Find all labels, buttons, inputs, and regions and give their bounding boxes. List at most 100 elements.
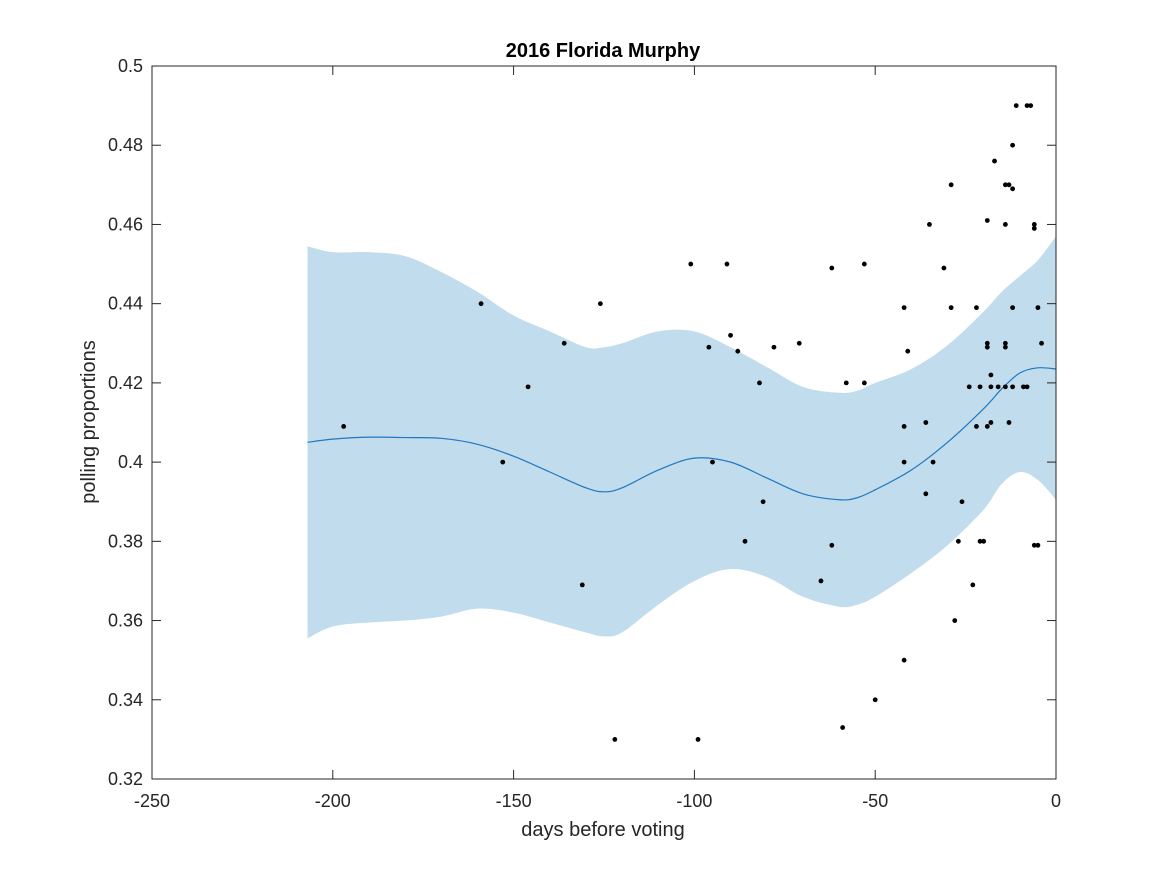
data-point [843,380,849,386]
data-point [341,424,347,429]
x-tick-label: 0 [1051,791,1061,811]
y-tick-label: 0.32 [108,769,143,789]
data-point [977,384,983,390]
data-point [1006,420,1012,425]
data-point [901,305,907,311]
data-point [1031,226,1037,231]
data-point [977,538,983,544]
y-tick-label: 0.4 [118,452,143,472]
data-point [901,657,907,663]
data-point [930,459,936,465]
data-point [984,344,990,350]
data-point [872,697,878,703]
data-points [341,103,1044,742]
data-point [970,582,976,588]
data-point [988,372,994,378]
data-point [1035,542,1041,548]
data-point [706,344,712,350]
data-point [1039,340,1044,346]
data-point [974,424,979,429]
data-point [710,459,715,465]
data-point [796,340,802,346]
data-point [923,491,929,497]
data-point [1035,305,1041,311]
data-point [952,618,958,623]
data-point [901,459,907,465]
data-point [984,340,990,346]
chart-title: 2016 Florida Murphy [506,40,701,62]
data-point [525,384,531,390]
data-point [905,348,911,354]
data-point [966,384,972,390]
data-point [829,265,835,271]
data-point [1002,182,1008,188]
x-tick-label: -100 [676,791,712,811]
y-tick-label: 0.48 [108,135,143,155]
y-axis-label: polling proportions [78,340,100,503]
data-point [984,218,990,223]
data-point [1013,103,1019,109]
y-tick-label: 0.44 [108,294,143,314]
x-tick-label: -250 [134,791,170,811]
data-point [561,340,567,346]
x-axis-label: days before voting [521,819,684,841]
plot-area [151,65,1057,780]
axes-box [151,65,1057,780]
data-point [901,424,907,429]
data-point [597,301,603,307]
data-point [742,538,748,544]
y-tick-label: 0.38 [108,531,143,551]
data-point [974,305,979,311]
y-tick-label: 0.42 [108,373,143,393]
data-point [735,348,741,354]
data-point [1010,186,1016,192]
data-point [688,261,694,267]
data-point [1028,103,1034,109]
data-point [1024,103,1030,109]
x-tick-label: -150 [496,791,532,811]
data-point [1024,384,1030,390]
data-point [995,384,1001,390]
y-tick-label: 0.5 [118,56,143,76]
data-point [829,542,835,548]
confidence-band [307,236,1056,639]
data-point [1021,384,1026,390]
data-point [1031,542,1037,548]
data-point [1031,222,1037,227]
data-point [1002,340,1008,346]
y-tick-label: 0.46 [108,214,143,234]
data-point [579,582,585,588]
data-point [861,261,867,267]
data-point [771,344,777,350]
data-point [948,182,954,188]
y-axis: 0.32 0.34 0.36 0.38 0.4 0.42 0.44 0.46 0.48 0.5 [108,56,1056,789]
data-point [1002,344,1008,350]
data-point [955,538,961,544]
data-point [941,265,947,271]
data-point [927,222,932,227]
data-point [1010,384,1016,390]
data-point [861,380,867,386]
data-point [478,301,484,307]
trend-line [307,367,1057,501]
data-point [984,424,990,429]
data-point [959,499,965,505]
y-tick-label: 0.36 [108,611,143,631]
data-point [981,538,987,544]
data-point [988,384,994,390]
data-point [612,736,618,742]
data-point [1002,384,1008,390]
data-point [500,459,506,465]
data-point [757,380,762,386]
data-point [923,420,929,425]
x-tick-label: -50 [862,791,888,811]
x-axis: -250 -200 -150 -100 -50 0 [134,66,1061,811]
data-point [724,261,730,267]
data-point [1002,222,1008,227]
data-point [988,420,994,425]
data-point [840,725,846,730]
data-point [760,499,766,505]
data-point [695,736,701,742]
x-tick-label: -200 [315,791,351,811]
